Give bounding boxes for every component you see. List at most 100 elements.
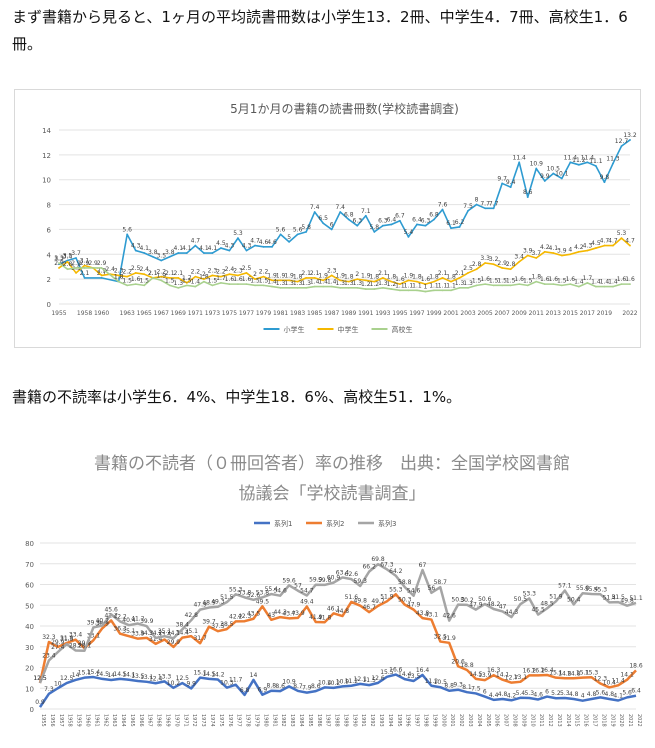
data-point xyxy=(586,281,589,284)
x-tick-label: 1975 xyxy=(218,714,224,727)
x-tick-label: 1997 xyxy=(409,310,424,317)
data-label: 31.7 xyxy=(193,635,207,642)
data-label: 10.9 xyxy=(336,678,350,685)
data-label: 2.1 xyxy=(148,270,158,277)
data-label: 8.8 xyxy=(267,683,277,690)
data-label: 14.1 xyxy=(496,672,510,679)
data-point xyxy=(518,283,521,286)
data-label: 3.3 xyxy=(54,255,64,262)
data-point xyxy=(160,275,163,278)
data-label: 1.6 xyxy=(131,276,141,283)
data-label: 1.6 xyxy=(625,276,635,283)
data-label: 28.1 xyxy=(78,643,92,650)
data-label: 37.5 xyxy=(211,623,225,630)
data-label: 31.4 xyxy=(149,636,163,643)
data-label: 15.1 xyxy=(576,670,590,677)
data-point xyxy=(475,284,478,287)
data-label: 5.6 xyxy=(122,226,132,233)
y-tick-label: 0 xyxy=(47,301,51,309)
data-point xyxy=(356,278,359,281)
reading-volume-chart: 5月1か月の書籍の読書冊数(学校読書調査) 0 2 4 6 8 10 12 14 1955 1958… xyxy=(14,89,641,348)
x-tick-label: 1963 xyxy=(111,714,117,727)
data-point xyxy=(288,279,291,282)
y-tick-label: 10 xyxy=(25,685,34,693)
data-label: 4.1 xyxy=(549,245,559,252)
data-point xyxy=(339,286,342,289)
x-tick-label: 1990 xyxy=(351,714,357,727)
data-point xyxy=(305,286,308,289)
x-tick-label: 2011 xyxy=(529,310,544,317)
data-label: 1.5 xyxy=(259,277,269,284)
data-label: 47.9 xyxy=(407,602,421,609)
data-label: 6.8 xyxy=(344,211,354,218)
series-line-3 xyxy=(38,562,637,684)
data-label: 55.3 xyxy=(229,586,243,593)
data-label: 40.4 xyxy=(122,617,136,624)
x-tick-label: 1979 xyxy=(253,714,259,727)
data-label: 15.1 xyxy=(549,670,563,677)
data-point xyxy=(237,237,239,240)
data-label: 48.5 xyxy=(540,600,554,607)
y-tick-label: 12 xyxy=(42,152,51,160)
x-tick-label: 2020 xyxy=(618,714,624,727)
data-point xyxy=(390,288,393,290)
data-label: 5.8 xyxy=(301,224,311,231)
data-point xyxy=(535,280,538,283)
data-label: 31.9 xyxy=(443,635,457,642)
data-label: 54.6 xyxy=(273,588,287,595)
data-label: 57.1 xyxy=(558,583,572,590)
data-point xyxy=(151,255,154,258)
data-point xyxy=(398,283,401,286)
data-point xyxy=(66,259,69,262)
data-label: 5.8 xyxy=(370,224,380,231)
data-point xyxy=(398,219,401,222)
data-point xyxy=(237,283,239,286)
data-label: 14.4 xyxy=(398,671,412,678)
data-label: 2.8 xyxy=(63,261,73,268)
data-label: 6.5 xyxy=(318,215,328,222)
data-point xyxy=(424,283,427,286)
data-point xyxy=(450,280,452,283)
data-label: 54.7 xyxy=(300,587,314,594)
data-label: 2.9 xyxy=(88,260,98,267)
x-tick-label: 1977 xyxy=(236,714,242,727)
data-label: 14.5 xyxy=(202,671,216,678)
data-point xyxy=(126,233,129,236)
data-label: 5.2 xyxy=(551,690,561,697)
data-label: 42.2 xyxy=(113,613,127,620)
x-tick-label: 1993 xyxy=(375,310,390,317)
data-point xyxy=(475,203,478,206)
data-label: 14.8 xyxy=(567,670,581,677)
data-point xyxy=(629,139,631,141)
x-tick-label: 1967 xyxy=(147,714,153,727)
y-tick-label: 4 xyxy=(47,251,52,259)
data-label: 1.4 xyxy=(600,279,610,286)
data-point xyxy=(484,207,487,210)
data-point xyxy=(228,249,231,252)
data-label: 44.8 xyxy=(336,608,350,615)
x-tick-label: 1997 xyxy=(414,714,420,727)
x-tick-label: 1966 xyxy=(138,714,144,727)
data-label: 39.3 xyxy=(87,619,101,626)
data-label: 6 xyxy=(483,689,487,696)
data-label: 1.3 xyxy=(335,280,345,287)
x-tick-label: 2019 xyxy=(597,310,612,317)
data-label: 16.6 xyxy=(389,667,403,674)
data-point xyxy=(117,274,120,277)
data-label: 45.5 xyxy=(531,607,545,614)
data-point xyxy=(254,278,256,281)
data-label: 4.3 xyxy=(131,243,141,250)
data-label: 1.6 xyxy=(549,276,559,283)
data-label: 2.1 xyxy=(165,270,175,277)
data-point xyxy=(458,226,461,228)
data-label: 12.4 xyxy=(149,675,163,682)
data-point xyxy=(347,280,350,283)
data-label: 32.5 xyxy=(434,634,448,641)
y-tick-label: 40 xyxy=(25,623,34,631)
data-label: 8.6 xyxy=(275,683,285,690)
data-label: 1.5 xyxy=(489,277,499,284)
x-tick-label: 1956 xyxy=(49,714,55,727)
data-label: 43.9 xyxy=(291,610,305,617)
data-label: 4.5 xyxy=(216,240,226,247)
data-label: 1.8 xyxy=(387,274,397,281)
